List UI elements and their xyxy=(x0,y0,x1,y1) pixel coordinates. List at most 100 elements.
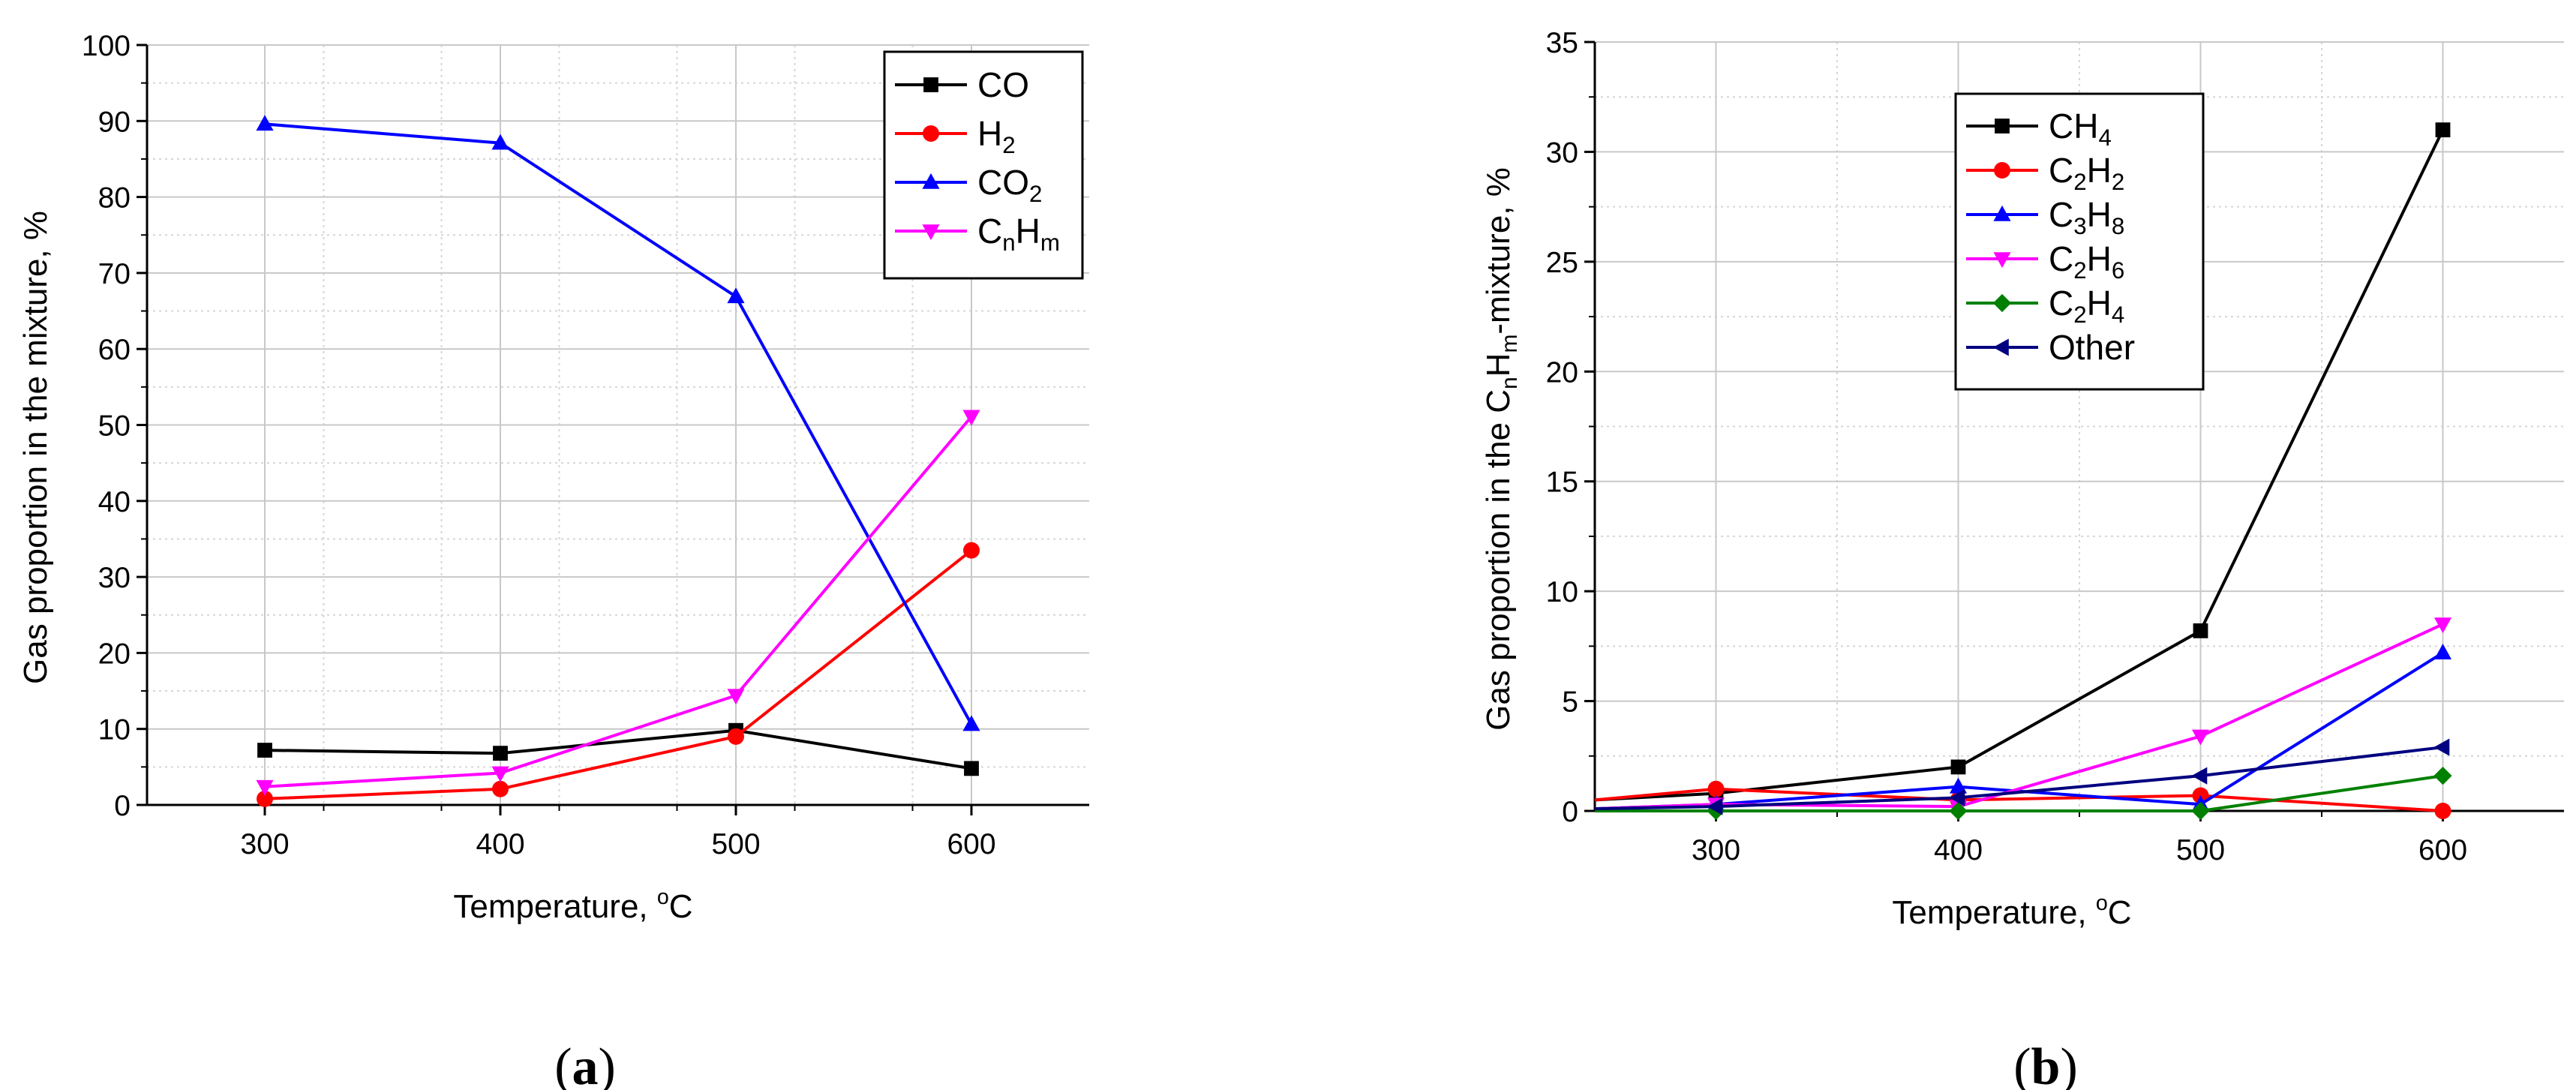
x-tick-label: 600 xyxy=(2418,834,2467,866)
legend-label-Other-part: Other xyxy=(2049,328,2135,367)
legend-label-CO2-part: CO xyxy=(977,163,1029,202)
x-tick-label: 500 xyxy=(2176,834,2225,866)
panel-label-part: ( xyxy=(554,1038,572,1090)
legend-marker-CO2 xyxy=(922,173,940,189)
y-tick-label: 0 xyxy=(1562,796,1578,828)
y-tick-label: 40 xyxy=(98,486,131,518)
series-CnHm xyxy=(256,410,980,796)
legend-marker-C3H8 xyxy=(1993,205,2011,221)
series-H2 xyxy=(257,542,980,807)
x-axis-title-part: o xyxy=(657,885,669,909)
legend-label-C3H8-part: H xyxy=(2087,195,2112,234)
legend-label-CnHm-part: m xyxy=(1040,230,1060,256)
x-axis-title-part: o xyxy=(2096,891,2108,915)
panel-label-part: ) xyxy=(599,1038,616,1090)
legend-label-C2H4-part: 2 xyxy=(2073,302,2086,328)
y-tick-label: 10 xyxy=(98,714,131,746)
data-point-C2H6 xyxy=(2191,729,2210,746)
data-point-CO xyxy=(257,743,272,758)
data-point-CO2 xyxy=(727,287,745,304)
legend-label-C3H8-part: 3 xyxy=(2073,213,2086,239)
x-axis-title-part: C xyxy=(2108,894,2132,931)
legend-marker-H2 xyxy=(923,125,939,142)
panel-label: (a) xyxy=(554,1038,616,1090)
y-axis-title-part: -mixture, % xyxy=(1480,167,1517,334)
data-point-H2 xyxy=(257,790,273,807)
y-tick-label: 30 xyxy=(98,562,131,594)
y-tick-label: 30 xyxy=(1546,137,1578,169)
data-point-C3H8 xyxy=(1949,777,1968,794)
data-point-CH4 xyxy=(2435,122,2451,138)
series-line-H2 xyxy=(264,549,973,800)
data-point-Other xyxy=(1949,788,1965,806)
legend-label-CnHm-part: H xyxy=(1016,212,1040,251)
y-tick-label: 15 xyxy=(1546,467,1578,499)
data-point-H2 xyxy=(492,780,509,797)
y-axis-title: Gas proportion in the CnHm-mixture, % xyxy=(1480,167,1522,731)
data-point-CnHm xyxy=(962,410,980,426)
legend-label-C3H8-part: C xyxy=(2049,195,2073,234)
data-point-C2H6 xyxy=(2433,617,2452,634)
chart-a: 0 10 20 30 40 50 60 70 80 90 100 300 400 500 600 Temper… xyxy=(17,30,1089,1090)
y-tick-label: 25 xyxy=(1546,247,1578,279)
data-point-CH4 xyxy=(2193,623,2208,638)
data-point-CH4 xyxy=(1950,759,1966,775)
legend-box xyxy=(883,50,1084,280)
legend-label-C2H4-part: 4 xyxy=(2112,302,2124,328)
panel-label-part: b xyxy=(2031,1038,2061,1090)
legend-label-C2H2-part: 2 xyxy=(2073,169,2086,195)
data-point-Other xyxy=(2433,738,2450,756)
legend-label-Other: Other xyxy=(2049,328,2135,367)
legend-label-CnHm-part: n xyxy=(1002,230,1015,256)
y-tick-label: 0 xyxy=(114,790,131,822)
legend-marker-Other xyxy=(1992,338,2009,356)
legend-label-CO2-part: 2 xyxy=(1029,181,1042,207)
data-point-CO2 xyxy=(962,715,980,731)
data-point-Other xyxy=(1707,797,1723,815)
data-point-C3H8 xyxy=(2433,644,2452,659)
x-axis-title-part: Temperature, xyxy=(453,888,656,925)
legend-label-CO2: CO2 xyxy=(977,163,1042,207)
data-point-H2 xyxy=(728,728,744,745)
x-tick-label: 400 xyxy=(1934,834,1983,866)
data-point-H2 xyxy=(963,542,980,559)
y-tick-label: 100 xyxy=(82,30,131,62)
data-point-C2H2 xyxy=(1707,780,1725,797)
x-tick-label: 300 xyxy=(1692,834,1740,866)
legend-label-H2-part: H xyxy=(977,114,1002,153)
legend-label-CnHm-part: C xyxy=(977,212,1002,251)
legend-label-CH4-part: 4 xyxy=(2098,125,2111,151)
legend-label-C2H6: C2H6 xyxy=(2049,239,2124,284)
data-point-C2H4 xyxy=(1949,801,1968,821)
y-tick-label: 90 xyxy=(98,106,131,138)
series-Other xyxy=(1594,738,2450,815)
x-tick-label: 300 xyxy=(240,828,289,860)
panel-label-part: ( xyxy=(2013,1038,2031,1090)
data-point-CnHm xyxy=(491,766,509,782)
y-axis-title-part: m xyxy=(1497,335,1522,353)
data-point-C2H4 xyxy=(2433,767,2452,785)
legend-label-C3H8-part: 8 xyxy=(2112,213,2124,239)
series-CO2 xyxy=(256,115,980,731)
chart-b: 0 5 10 15 20 25 30 35 300 400 500 600 Temperature, o… xyxy=(1480,27,2564,1090)
data-point-C2H4 xyxy=(2191,801,2210,821)
legend-label-C2H2-part: C xyxy=(2049,151,2073,190)
series-CO xyxy=(257,722,979,776)
legend-label-C2H4-part: C xyxy=(2049,284,2073,323)
legend-label-C2H4: C2H4 xyxy=(2049,284,2124,328)
legend-label-H2-part: 2 xyxy=(1002,132,1015,158)
legend-marker-C2H6 xyxy=(1993,252,2011,269)
y-tick-label: 20 xyxy=(98,638,131,670)
data-point-CO2 xyxy=(256,115,274,131)
y-tick-label: 50 xyxy=(98,410,131,443)
legend-label-C2H4-part: H xyxy=(2087,284,2112,323)
x-tick-label: 500 xyxy=(711,828,760,860)
legend-marker-CH4 xyxy=(1995,119,2010,134)
legend-label-C2H6-part: C xyxy=(2049,239,2073,278)
y-tick-label: 80 xyxy=(98,182,131,215)
panel-label: (b) xyxy=(2013,1038,2078,1090)
y-tick-label: 35 xyxy=(1546,27,1578,59)
